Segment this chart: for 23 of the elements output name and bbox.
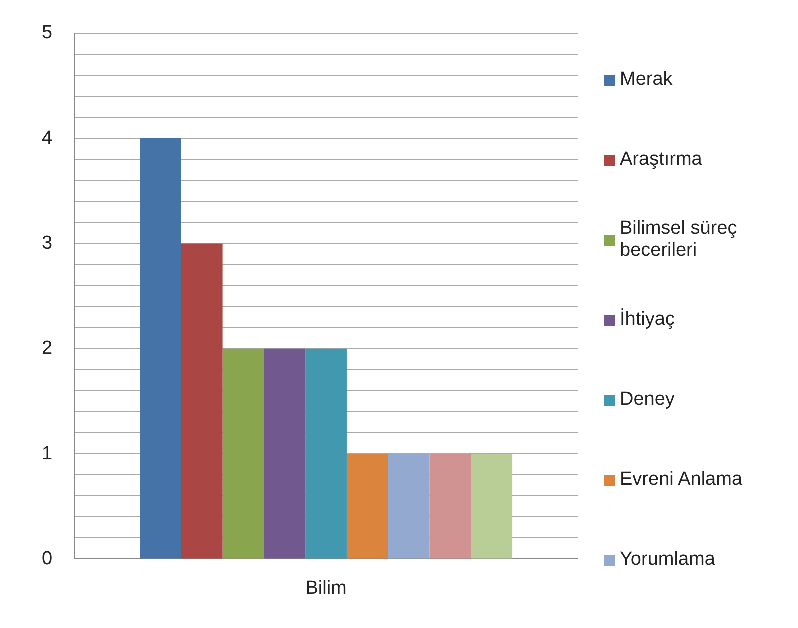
y-tick-label: 2	[42, 338, 53, 360]
bar	[181, 244, 223, 559]
bar	[471, 454, 513, 559]
legend-label: Deney	[620, 389, 675, 411]
bar	[264, 348, 306, 559]
legend-label: İhtiyaç	[620, 309, 675, 331]
bar	[306, 348, 347, 559]
bar	[140, 138, 182, 559]
x-tick-label: Bilim	[306, 578, 347, 599]
legend-label: Merak	[620, 69, 673, 91]
legend-label: Bilimsel süreç becerileri	[620, 218, 738, 262]
y-tick-label: 4	[42, 128, 53, 149]
legend-label: Yorumlama	[620, 549, 716, 571]
bar	[430, 454, 472, 559]
y-tick-label: 0	[42, 548, 53, 570]
legend-label: Evreni Anlama	[620, 469, 743, 491]
bar	[346, 454, 388, 559]
y-tick-label: 1	[42, 443, 53, 464]
bar	[222, 348, 264, 559]
y-tick-label: 5	[42, 22, 53, 44]
legend-label: Araştırma	[620, 149, 702, 171]
y-tick-label: 3	[42, 232, 53, 254]
bar	[388, 454, 430, 559]
